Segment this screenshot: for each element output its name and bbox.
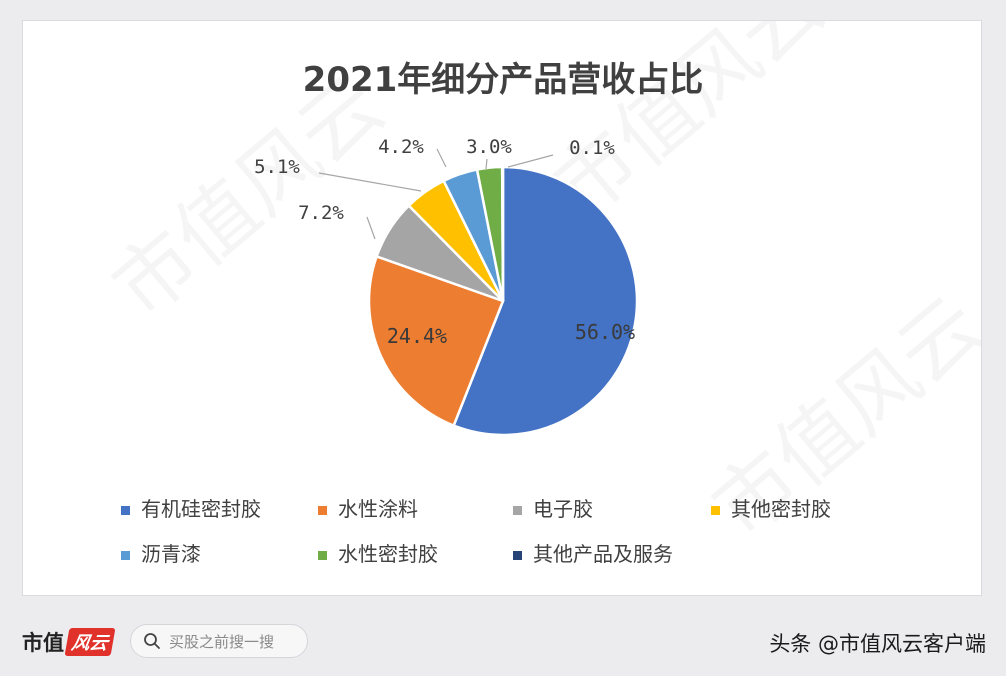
search-input[interactable]: 买股之前搜一搜 (130, 624, 308, 658)
leader-line-6 (485, 158, 488, 170)
pie-slice-1 (452, 165, 639, 437)
legend-label-2: 水性涂料 (338, 497, 418, 521)
legend-item-4: 其他密封胶 (711, 497, 831, 521)
legend-label-5: 沥青漆 (141, 542, 201, 566)
data-label-2: 24.4% (387, 324, 447, 348)
legend-swatch-3 (513, 506, 522, 515)
legend-swatch-7 (513, 551, 522, 560)
data-label-4: 5.1% (254, 156, 300, 178)
leader-line-4 (318, 172, 422, 192)
data-label-1: 56.0% (575, 320, 635, 344)
legend-label-4: 其他密封胶 (731, 497, 831, 521)
legend-swatch-6 (318, 551, 327, 560)
pie-slice-2 (367, 254, 505, 428)
chart-card: 市值风云市值风云市值风云 2021年细分产品营收占比 56.0%24.4%7.2… (22, 20, 982, 596)
legend-item-6: 水性密封胶 (318, 542, 438, 566)
legend-item-5: 沥青漆 (121, 542, 201, 566)
footer-bar: 市值 风云 买股之前搜一搜 头条 @市值风云客户端 (0, 610, 1006, 676)
search-placeholder: 买股之前搜一搜 (169, 632, 275, 651)
legend-swatch-4 (711, 506, 720, 515)
data-label-5: 4.2% (378, 136, 424, 158)
legend-item-2: 水性涂料 (318, 497, 418, 521)
brand-badge: 风云 (64, 628, 116, 656)
leader-line-3 (366, 216, 376, 240)
legend-item-3: 电子胶 (513, 497, 593, 521)
leader-lines (318, 148, 554, 240)
data-labels: 56.0% 24.4% 7.2% 5.1% 4.2% 3.0% 0.1% (254, 136, 635, 348)
legend-label-3: 电子胶 (533, 497, 593, 521)
leader-line-7 (507, 154, 554, 168)
legend-swatch-1 (121, 506, 130, 515)
data-label-3: 7.2% (298, 202, 344, 224)
pie-chart: 市值风云市值风云市值风云 2021年细分产品营收占比 56.0%24.4%7.2… (95, 59, 831, 566)
data-label-7: 0.1% (569, 137, 615, 159)
legend-swatch-5 (121, 551, 130, 560)
pie-slice-7 (500, 165, 505, 302)
source-credit: 头条 @市值风云客户端 (769, 632, 986, 656)
legend-swatch-2 (318, 506, 327, 515)
legend-item-7: 其他产品及服务 (513, 542, 673, 566)
chart-title: 2021年细分产品营收占比 (303, 60, 704, 100)
leader-line-5 (436, 148, 447, 168)
legend-label-6: 水性密封胶 (338, 542, 438, 566)
legend-label-1: 有机硅密封胶 (141, 497, 261, 521)
pie-slices (367, 165, 639, 437)
search-icon (144, 633, 160, 649)
watermark-1: 市值风云 (95, 59, 400, 336)
data-label-6: 3.0% (466, 136, 512, 158)
legend-label-7: 其他产品及服务 (533, 542, 673, 566)
legend-item-1: 有机硅密封胶 (121, 497, 261, 521)
brand-text: 市值 (22, 631, 64, 655)
brand-logo[interactable]: 市值 风云 (22, 626, 116, 658)
